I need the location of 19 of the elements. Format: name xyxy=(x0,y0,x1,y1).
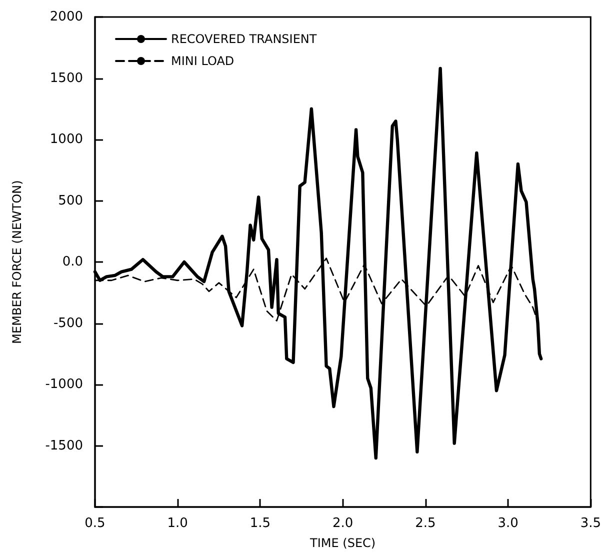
x-tick-label: 0.5 xyxy=(84,516,106,531)
legend-label: RECOVERED TRANSIENT xyxy=(171,32,318,46)
y-axis-title: MEMBER FORCE (NEWTON) xyxy=(10,180,24,344)
x-tick-label: 3.5 xyxy=(580,516,602,531)
y-tick-label: 1000 xyxy=(50,132,83,147)
y-tick-label: 500 xyxy=(58,193,83,208)
y-tick-label: 2000 xyxy=(50,10,83,24)
x-tick-label: 2.5 xyxy=(415,516,436,531)
y-tick-label: 0.0 xyxy=(62,254,83,270)
x-tick-label: 1.5 xyxy=(250,516,271,531)
y-tick-label: -1000 xyxy=(45,377,83,392)
legend-label: MINI LOAD xyxy=(171,54,234,68)
y-tick-label: -1500 xyxy=(45,438,83,454)
x-tick-label: 2.0 xyxy=(332,516,354,531)
x-tick-label: 3.0 xyxy=(498,516,518,531)
y-tick-label: -500 xyxy=(53,316,83,331)
y-tick-label: 1500 xyxy=(50,70,83,86)
x-axis-title: TIME (SEC) xyxy=(309,536,376,550)
x-tick-label: 1.0 xyxy=(167,516,188,531)
